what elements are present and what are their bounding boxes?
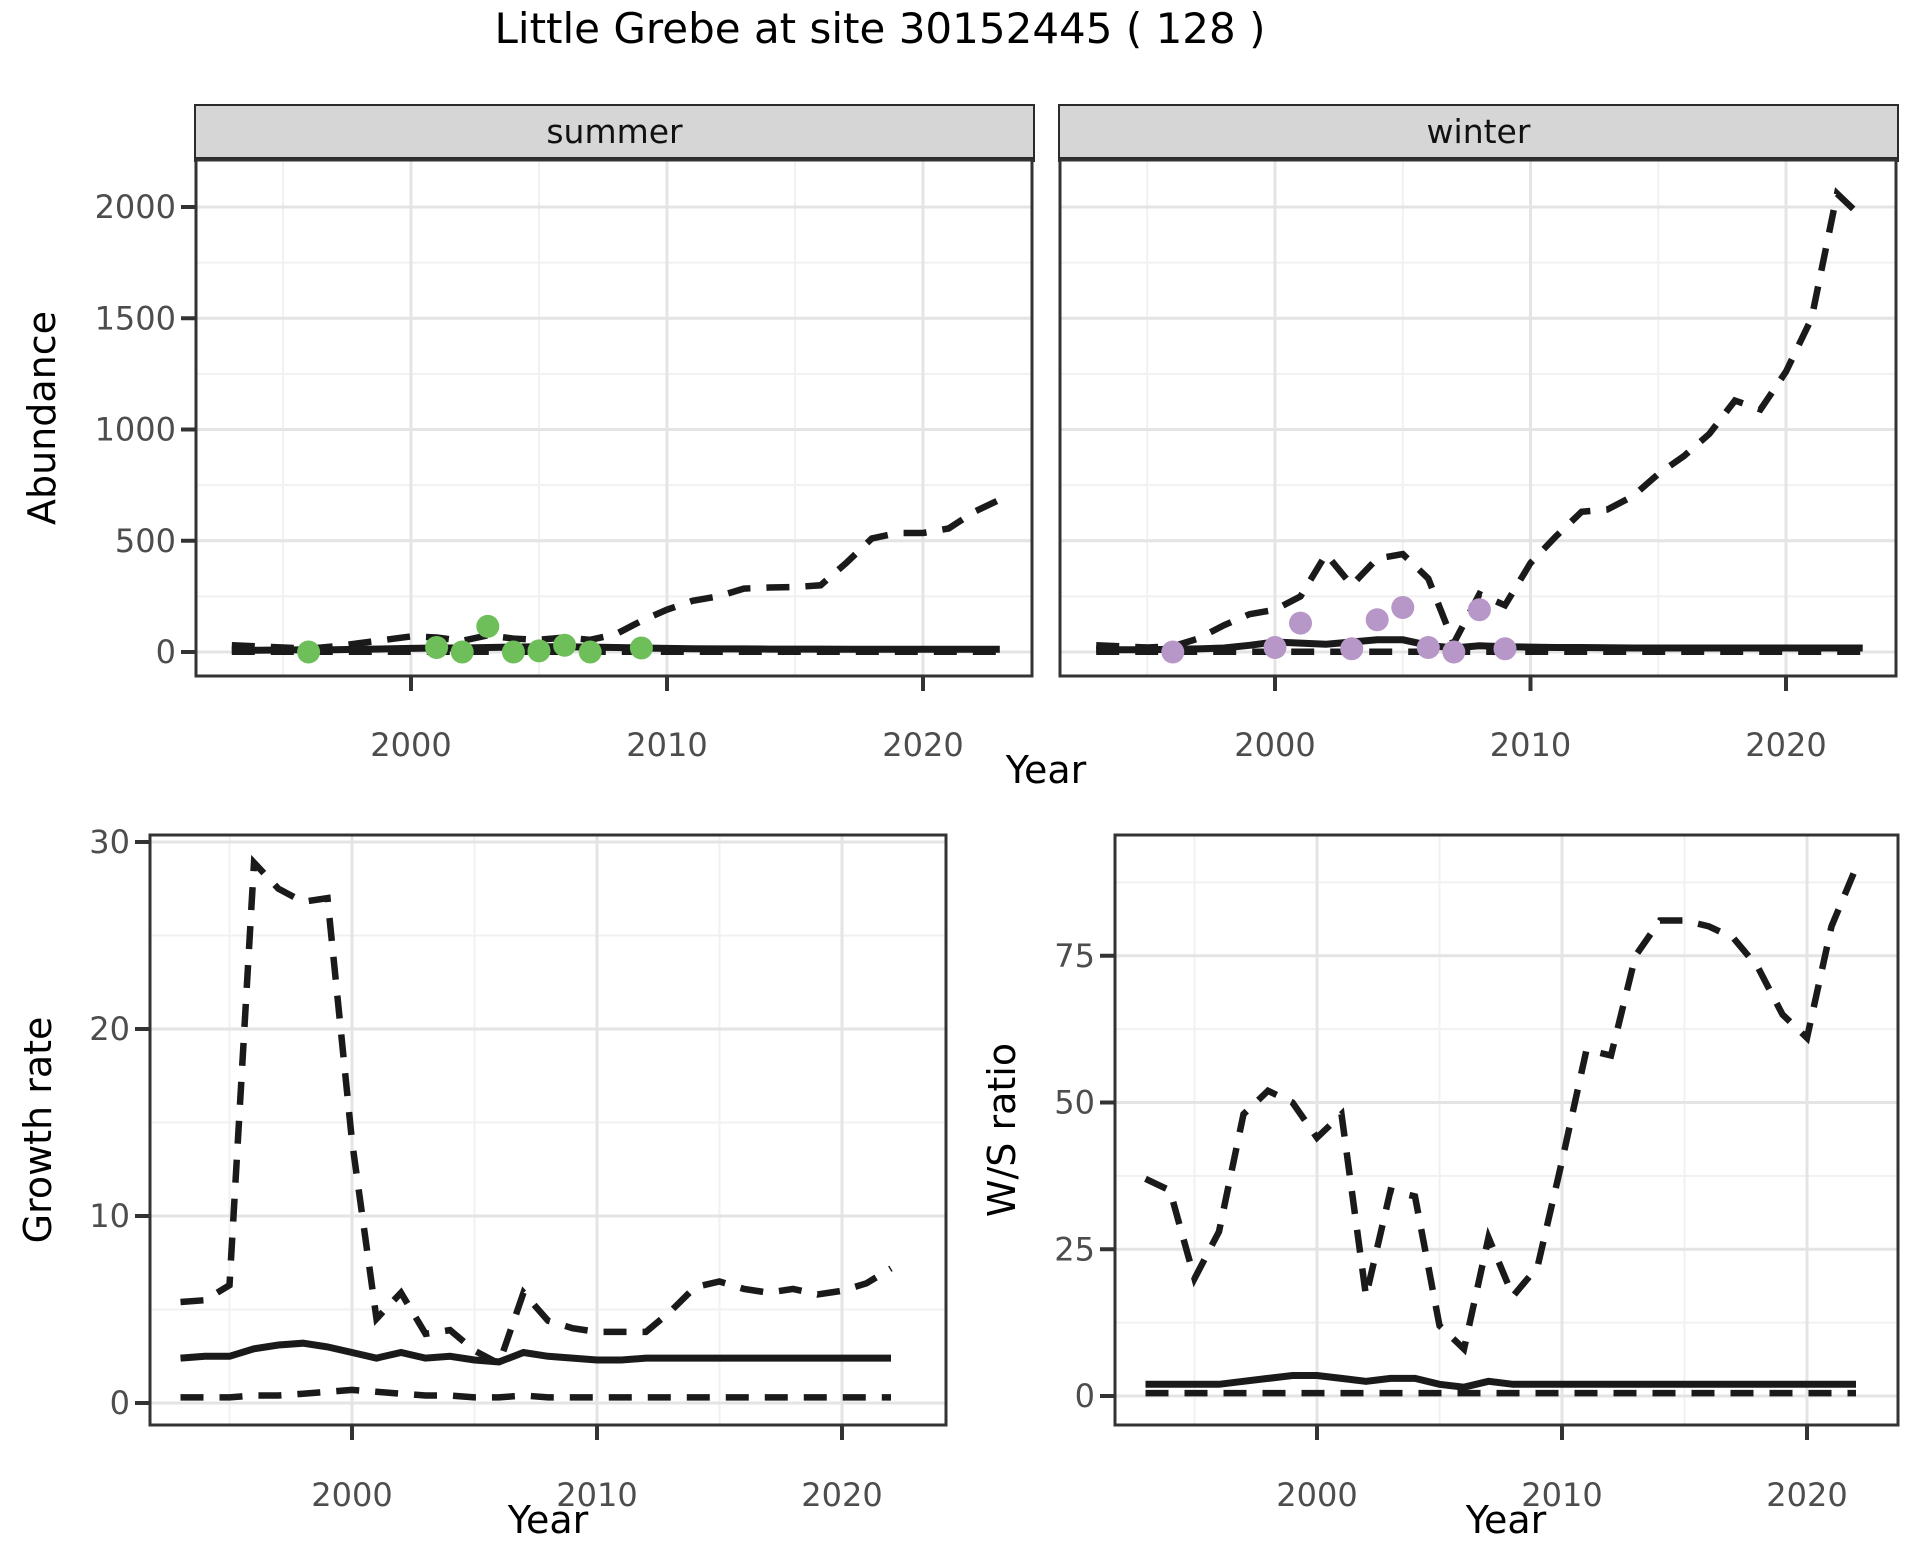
observation-point	[1416, 636, 1440, 659]
observation-point	[578, 640, 602, 664]
observation-point	[527, 639, 551, 663]
y-tick-label: 30	[89, 823, 130, 861]
y-tick-label: 50	[1054, 1084, 1095, 1122]
observation-point	[1161, 640, 1185, 664]
x-axis-label-year-bottom-left: Year	[507, 1498, 589, 1542]
x-tick-label: 2000	[370, 726, 451, 764]
series-lower_ci	[180, 1386, 891, 1401]
x-tick-label: 2000	[1276, 1476, 1357, 1514]
observation-point	[476, 614, 500, 638]
y-tick-label: 25	[1054, 1230, 1095, 1268]
y-tick-label: 75	[1054, 937, 1095, 975]
x-tick-label: 2010	[626, 726, 707, 764]
y-tick-label: 0	[110, 1384, 130, 1422]
y-tick-label: 1500	[95, 299, 176, 337]
y-tick-label: 1000	[95, 411, 176, 449]
facet-label-summer: summer	[546, 112, 683, 151]
series-upper_ci	[180, 854, 893, 1369]
observation-point	[1467, 598, 1491, 622]
y-tick-label: 20	[89, 1010, 130, 1048]
x-tick-label: 2020	[1766, 1476, 1847, 1514]
observation-point	[297, 640, 321, 664]
series-median	[1145, 1372, 1856, 1391]
observation-point	[1365, 608, 1389, 632]
panel-border	[148, 833, 948, 1427]
y-axis-label-ws-ratio: W/S ratio	[980, 1042, 1024, 1218]
panel-border	[1058, 158, 1898, 678]
series-upper_ci	[1096, 187, 1865, 651]
series-median	[180, 1339, 891, 1366]
chart-title: Little Grebe at site 30152445 ( 128 )	[494, 4, 1266, 53]
panel-border	[194, 158, 1034, 678]
y-tick-label: 0	[156, 633, 176, 671]
facet-strip-winter: winter	[1058, 104, 1899, 162]
observation-point	[553, 633, 577, 657]
y-axis-label-growth-rate: Growth rate	[16, 1016, 60, 1244]
observation-point	[1340, 637, 1364, 661]
facet-strip-summer: summer	[194, 104, 1035, 162]
x-axis-label-year-top: Year	[1005, 748, 1087, 792]
y-axis-label-abundance: Abundance	[20, 310, 64, 526]
series-median	[1096, 636, 1863, 654]
observation-point	[1442, 640, 1466, 664]
x-tick-label: 2000	[311, 1476, 392, 1514]
x-tick-label: 2000	[1234, 726, 1315, 764]
x-axis-label-year-bottom-right: Year	[1465, 1498, 1547, 1542]
observation-point	[425, 636, 449, 659]
observation-point	[1493, 637, 1517, 661]
series-upper_ci	[231, 496, 1002, 652]
x-tick-label: 2020	[801, 1476, 882, 1514]
observation-point	[450, 640, 474, 664]
series-median	[231, 643, 1000, 654]
x-tick-label: 2010	[1521, 1476, 1602, 1514]
x-tick-label: 2020	[882, 726, 963, 764]
facet-label-winter: winter	[1426, 112, 1531, 151]
x-tick-label: 2020	[1745, 726, 1826, 764]
y-tick-label: 0	[1075, 1377, 1095, 1415]
y-tick-label: 500	[115, 522, 176, 560]
series-upper_ci	[1144, 866, 1859, 1356]
y-tick-label: 10	[89, 1197, 130, 1235]
y-tick-label: 2000	[95, 188, 176, 226]
observation-point	[1263, 636, 1287, 659]
observation-point	[501, 640, 525, 664]
panel-border	[1113, 833, 1900, 1427]
observation-point	[1289, 611, 1312, 635]
x-tick-label: 2010	[556, 1476, 637, 1514]
observation-point	[629, 636, 653, 660]
observation-point	[1391, 596, 1415, 619]
x-tick-label: 2010	[1490, 726, 1571, 764]
